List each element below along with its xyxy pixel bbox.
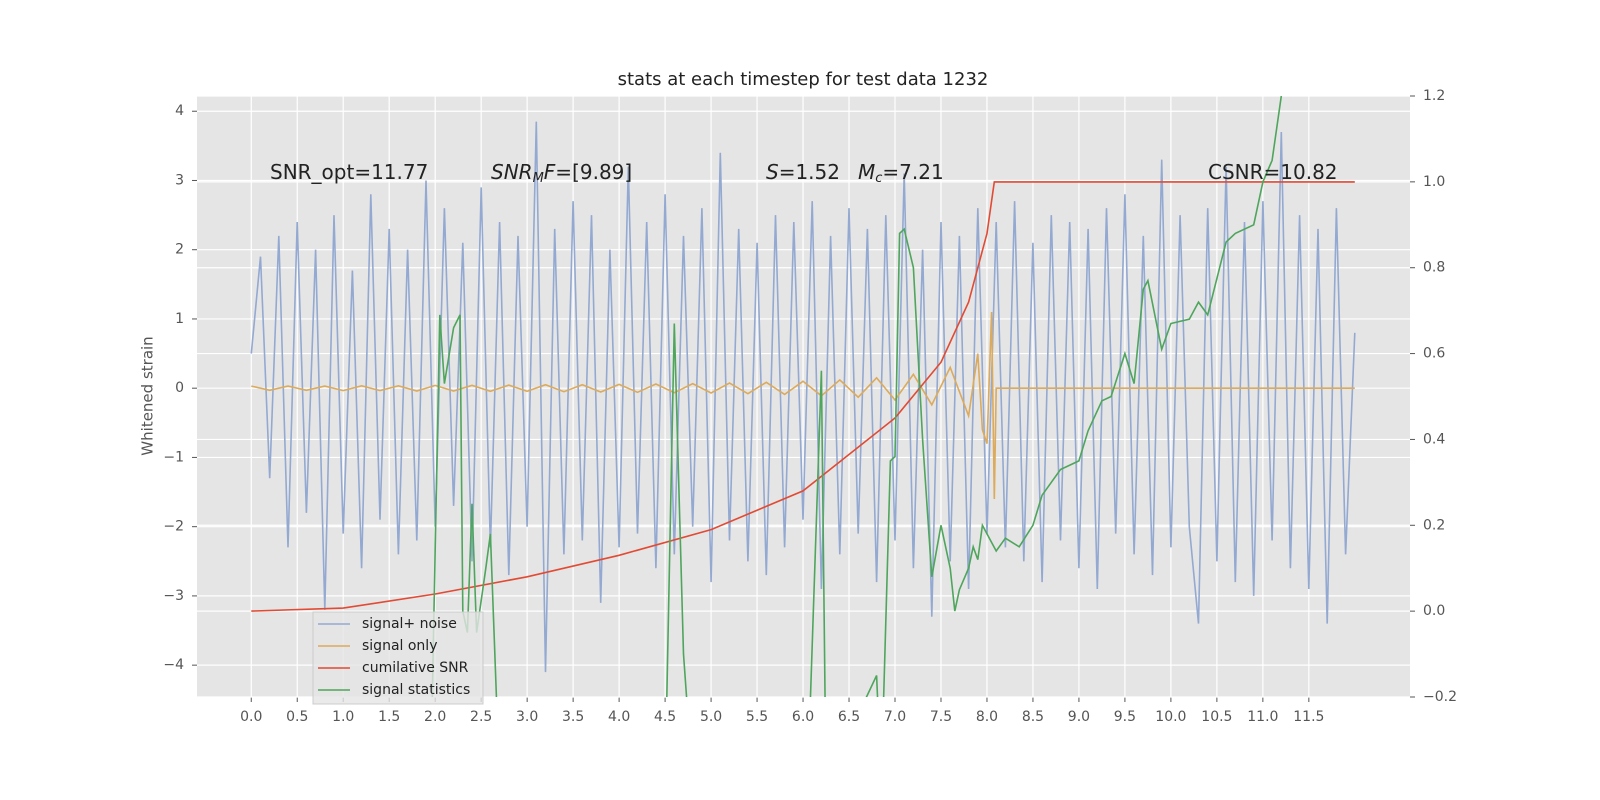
y2-tick-label: 1.0 — [1423, 174, 1445, 190]
annotation-part: =[9.89] — [555, 160, 632, 184]
x-tick-label: 6.0 — [792, 709, 814, 725]
annotation-part: CSNR=10.82 — [1208, 160, 1338, 184]
annotation-part: S — [766, 160, 779, 184]
y2-tick-label: 1.2 — [1423, 88, 1445, 104]
annotation-part: =7.21 — [882, 160, 943, 184]
x-tick-label: 8.0 — [976, 709, 998, 725]
annotation: SNRMF=[9.89] — [491, 160, 632, 186]
annotation: SNR_opt=11.77 — [270, 160, 428, 184]
x-tick-label: 3.5 — [562, 709, 584, 725]
plot-layer — [250, 96, 1356, 697]
x-tick-label: 8.5 — [1022, 709, 1044, 725]
x-tick-label: 4.5 — [654, 709, 676, 725]
x-tick-label: 11.0 — [1247, 709, 1278, 725]
x-tick-label: 1.0 — [332, 709, 354, 725]
series-line — [251, 311, 1355, 500]
x-tick-label: 4.0 — [608, 709, 630, 725]
y2-tick-label: 0.4 — [1423, 431, 1445, 447]
legend-box — [312, 611, 484, 705]
annotation-part: M — [533, 171, 544, 186]
annotation: Mc=7.21 — [858, 160, 944, 186]
annotation-part: F — [544, 160, 556, 184]
annotation: CSNR=10.82 — [1208, 160, 1338, 184]
legend-label: signal+ noise — [362, 616, 457, 632]
x-tick-label: 6.5 — [838, 709, 860, 725]
legend-label: signal statistics — [362, 682, 470, 698]
y-tick-label: −2 — [163, 519, 184, 535]
x-tick-label: 1.5 — [378, 709, 400, 725]
x-tick-label: 7.5 — [930, 709, 952, 725]
y-tick-label: −3 — [163, 588, 184, 604]
x-tick-label: 2.5 — [470, 709, 492, 725]
x-tick-label: 9.0 — [1068, 709, 1090, 725]
x-tick-label: 10.5 — [1201, 709, 1232, 725]
y-tick-label: 2 — [175, 242, 184, 258]
series-line — [431, 96, 1283, 697]
series-line — [251, 181, 1355, 612]
annotation-part: SNR — [491, 160, 533, 184]
x-tick-label: 0.5 — [286, 709, 308, 725]
chart-title: stats at each timestep for test data 123… — [618, 69, 989, 90]
x-tick-label: 10.0 — [1155, 709, 1186, 725]
x-tick-label: 3.0 — [516, 709, 538, 725]
y-tick-label: 3 — [175, 172, 184, 188]
y2-tick-label: −0.2 — [1423, 689, 1457, 705]
y-tick-label: −4 — [163, 657, 184, 673]
x-tick-label: 0.0 — [240, 709, 262, 725]
y-tick-label: −1 — [163, 449, 184, 465]
x-tick-label: 5.5 — [746, 709, 768, 725]
annotation-part: M — [858, 160, 875, 184]
x-tick-label: 11.5 — [1293, 709, 1324, 725]
y-tick-label: 1 — [175, 311, 184, 327]
x-tick-label: 2.0 — [424, 709, 446, 725]
annotation-part: c — [875, 171, 882, 186]
legend-label: signal only — [362, 638, 437, 654]
legend-label: cumilative SNR — [362, 660, 469, 676]
y2-tick-label: 0.8 — [1423, 260, 1445, 276]
annotation-part: =1.52 — [779, 160, 840, 184]
y-axis-label: Whitened strain — [139, 336, 157, 455]
y-tick-label: 0 — [175, 380, 184, 396]
annotation-part: SNR_opt=11.77 — [270, 160, 428, 184]
y2-tick-label: 0.0 — [1423, 603, 1445, 619]
x-tick-label: 9.5 — [1114, 709, 1136, 725]
x-tick-label: 5.0 — [700, 709, 722, 725]
y-tick-label: 4 — [175, 103, 184, 119]
annotation: S=1.52 — [766, 160, 840, 184]
x-tick-label: 7.0 — [884, 709, 906, 725]
y2-tick-label: 0.6 — [1423, 346, 1445, 362]
y2-tick-label: 0.2 — [1423, 517, 1445, 533]
